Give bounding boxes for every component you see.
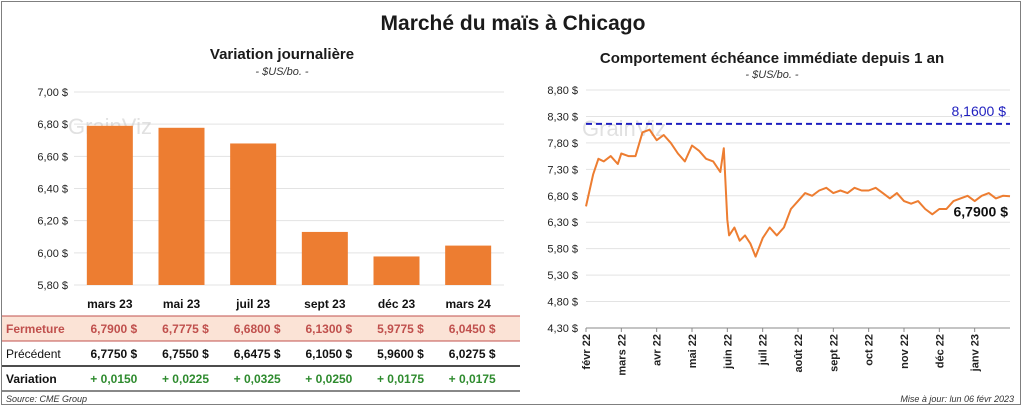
bar-category-label: déc 23 [378,297,416,311]
line-x-tick: juil 22 [758,334,770,366]
line-y-tick: 5,80 $ [547,244,578,256]
table-cell: 6,0275 $ [449,347,496,361]
table-cell: 6,6800 $ [234,322,281,336]
bar [445,245,492,285]
bar [301,231,348,285]
table-cell: 6,0450 $ [449,322,496,336]
update-note: Mise à jour: lun 06 févr 2023 [900,394,1014,404]
line-y-tick: 4,80 $ [547,297,578,309]
line-chart: 4,30 $ 4,80 $ 5,30 $ 5,80 $ 6,30 $ 6,80 $ 7,30… [547,85,1011,376]
bar-y-tick: 6,20 $ [37,216,68,228]
table-cell: 5,9600 $ [377,347,424,361]
bar-chart-unit: - $US/bo. - [255,66,309,78]
bar-chart: 5,80 $ 6,00 $ 6,20 $ 6,40 $ 6,60 $ 6,80 $ 7,00… [2,87,520,392]
fermeture-row-bg [2,316,520,341]
table-cell: 6,7900 $ [90,322,137,336]
table-cell: + 0,0150 [90,372,137,386]
table-row-label: Variation [6,372,57,386]
line-x-tick: avr 22 [652,334,664,366]
price-series-line [585,128,1011,258]
bar [86,125,133,286]
line-y-tick: 8,80 $ [547,85,578,97]
line-y-tick: 5,30 $ [547,270,578,282]
line-y-tick: 7,30 $ [547,164,578,176]
bar [158,127,205,285]
table-cell: 5,9775 $ [377,322,424,336]
bar-category-label: sept 23 [304,297,346,311]
line-y-tick: 4,30 $ [547,323,578,335]
table-row-label: Précédent [6,347,61,361]
bar-category-label: juil 23 [235,297,270,311]
line-y-tick: 6,80 $ [547,191,578,203]
line-x-tick: févr 22 [581,334,593,369]
table-cell: 6,1050 $ [305,347,352,361]
bar-y-tick: 7,00 $ [37,87,68,99]
bar-y-tick: 6,60 $ [37,151,68,163]
line-chart-title: Comportement échéance immédiate depuis 1… [599,50,945,67]
bar-y-tick: 6,40 $ [37,184,68,196]
bar-category-label: mai 23 [163,297,201,311]
table-cell: + 0,0325 [234,372,281,386]
bar [373,256,420,285]
line-x-tick: août 22 [793,334,805,373]
line-y-tick: 8,30 $ [547,111,578,123]
bar-chart-title: Variation journalière [209,46,355,63]
line-x-tick: mai 22 [687,334,699,368]
table-row-label: Fermeture [6,322,65,336]
reference-label: 8,1600 $ [952,103,1007,119]
line-x-tick: juin 22 [722,334,734,370]
line-x-tick: sept 22 [828,334,840,372]
line-x-tick: oct 22 [864,334,876,366]
line-x-tick: déc 22 [934,334,946,368]
bar-y-tick: 6,80 $ [37,119,68,131]
bar-category-label: mars 24 [445,297,491,311]
table-cell: + 0,0225 [162,372,209,386]
source-note: Source: CME Group [6,394,88,404]
bar-y-tick: 5,80 $ [37,280,68,292]
line-chart-unit: - $US/bo. - [745,69,799,81]
line-y-tick: 7,80 $ [547,138,578,150]
table-cell: 6,7550 $ [162,347,209,361]
table-cell: + 0,0175 [449,372,496,386]
bar [230,143,277,285]
bar-y-tick: 6,00 $ [37,248,68,260]
line-x-tick: nov 22 [899,334,911,369]
bar-category-label: mars 23 [87,297,133,311]
table-cell: 6,7775 $ [162,322,209,336]
line-x-tick: janv 23 [970,334,982,372]
watermark: GrainViz [582,116,666,141]
line-y-tick: 6,30 $ [547,217,578,229]
line-x-tick: mars 22 [616,334,628,376]
table-cell: 6,7750 $ [90,347,137,361]
table-cell: + 0,0250 [305,372,352,386]
table-cell: + 0,0175 [377,372,424,386]
last-price-label: 6,7900 $ [954,203,1009,219]
table-cell: 6,6475 $ [234,347,281,361]
main-title: Marché du maïs à Chicago [380,12,646,35]
table-cell: 6,1300 $ [305,322,352,336]
